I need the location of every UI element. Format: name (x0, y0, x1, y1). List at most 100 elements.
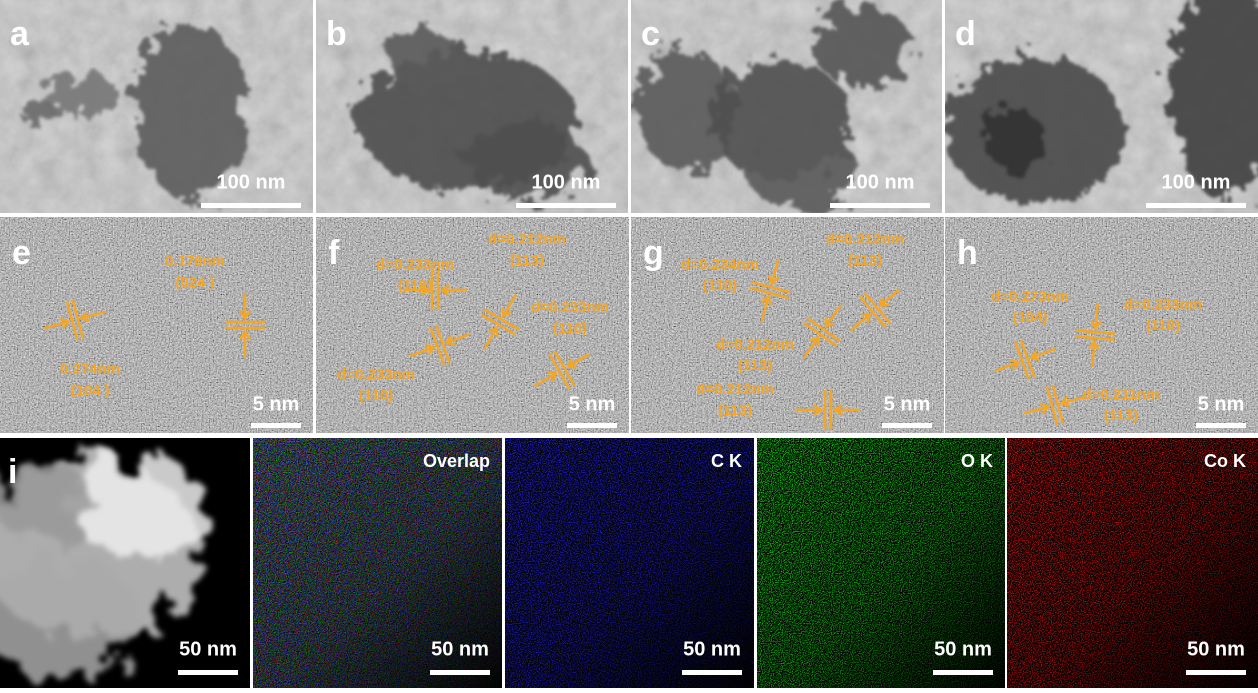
tem-image: c 100 nm (631, 0, 942, 213)
scale-bar-label: 5 nm (253, 393, 300, 415)
arrow (1087, 303, 1103, 367)
plane-label: (110) (359, 387, 393, 404)
spacing-label: 0.274nm (60, 361, 120, 378)
panel-label: e (12, 234, 31, 272)
plane-label: (113) (738, 357, 772, 374)
panel-label: h (957, 234, 978, 272)
lattice-line (548, 353, 571, 390)
lattice-line (553, 350, 576, 387)
lattice-marker (43, 299, 107, 341)
panel-label: a (10, 15, 30, 53)
scale-bar (682, 670, 742, 675)
plane-label: (110) (703, 277, 737, 294)
lattice-line (1051, 384, 1065, 424)
lattice-line (1045, 386, 1059, 426)
lattice-marker (480, 293, 520, 351)
lattice-line (480, 313, 517, 336)
arrow (482, 293, 518, 351)
particle (466, 120, 586, 200)
arrow (238, 293, 252, 357)
spacing-label: d=0.273nm (991, 288, 1069, 305)
scale-bar (882, 423, 932, 428)
spacing-label: d=0.212nm (716, 336, 794, 353)
arrow (533, 352, 591, 388)
scale-bar-label: 100 nm (846, 171, 915, 193)
scale-bar-label: 100 nm (217, 171, 286, 193)
lattice-line (806, 317, 841, 343)
lattice-line (1019, 339, 1036, 379)
tem-image: a 100 nm (0, 0, 313, 213)
lattice-marker (749, 258, 791, 322)
lattice-marker (1023, 384, 1087, 426)
scale-bar-label: 50 nm (431, 638, 489, 660)
hrtem-image: 0.176nm (024 ) 0.274nm (104 ) e 5 nm (0, 217, 313, 433)
arrow (760, 258, 780, 322)
spacing-label: d=0.233nm (337, 366, 415, 383)
map-title: Co K (1204, 451, 1246, 471)
spacing-label: d=0.212nm (696, 381, 774, 398)
plane-label: (024 ) (175, 274, 214, 291)
scale-bar-label: 50 nm (934, 638, 992, 660)
hrtem-image: d=0.233nm (110) d=0.212nm (113) d=0.233nm (11… (316, 217, 629, 433)
spacing-label: d=0.233nm (531, 299, 609, 316)
lattice-line (483, 308, 520, 331)
particle (40, 75, 120, 115)
lattice-line (1014, 341, 1031, 381)
particle (386, 30, 466, 90)
arrow (43, 310, 107, 330)
lattice-line (863, 291, 892, 325)
spacing-label: d=0.212nm (488, 231, 566, 248)
eds-map: Co K 50 nm (1007, 438, 1258, 688)
scale-bar-label: 50 nm (1187, 638, 1245, 660)
scale-bar (251, 423, 301, 428)
lattice-line (858, 295, 887, 329)
lattice-marker (796, 390, 860, 430)
lattice-line (65, 301, 79, 341)
eds-map: Overlap 50 nm (253, 438, 502, 688)
lattice-marker (403, 270, 467, 310)
lattice-line (1075, 329, 1116, 335)
scale-bar (830, 203, 930, 208)
panel-label: i (8, 453, 17, 491)
plane-label: (113) (718, 402, 752, 419)
signal-fade (253, 438, 502, 688)
specimen (0, 458, 90, 538)
particle (636, 50, 736, 170)
scale-bar (516, 203, 616, 208)
signal-fade (757, 438, 1005, 688)
scale-bar (933, 670, 993, 675)
signal-fade (505, 438, 754, 688)
plane-label: (113) (510, 252, 544, 269)
scale-bar-label: 50 nm (179, 638, 237, 660)
lattice-marker (409, 324, 471, 366)
arrow (403, 283, 467, 297)
spacing-label: d=0.211nm (1082, 386, 1159, 403)
map-title: O K (961, 451, 993, 471)
eds-map: O K 50 nm (757, 438, 1005, 688)
tem-image: d 100 nm (945, 0, 1258, 213)
scale-bar-label: 100 nm (1162, 171, 1231, 193)
lattice-line (751, 280, 791, 294)
lattice-line (1074, 335, 1115, 341)
lattice-line (434, 324, 451, 364)
particle (1170, 0, 1258, 200)
plane-label: (110) (398, 277, 432, 294)
signal-fade (1007, 438, 1258, 688)
particle (811, 5, 911, 85)
scale-bar-label: 100 nm (532, 171, 601, 193)
panel-label: c (641, 15, 660, 53)
scale-bar-label: 5 nm (1198, 393, 1245, 415)
spacing-label: 0.176nm (165, 253, 225, 270)
scale-bar (201, 203, 301, 208)
map-title: C K (711, 451, 742, 471)
lattice-line (749, 286, 789, 300)
lattice-marker (1074, 303, 1116, 367)
panel-label: f (328, 234, 340, 272)
plane-label: (110) (1146, 317, 1180, 334)
scale-bar-label: 5 nm (569, 393, 616, 415)
image-texture (945, 217, 1258, 433)
eds-map: C K 50 nm (505, 438, 754, 688)
lattice-marker (849, 288, 901, 332)
arrow (1023, 395, 1087, 415)
